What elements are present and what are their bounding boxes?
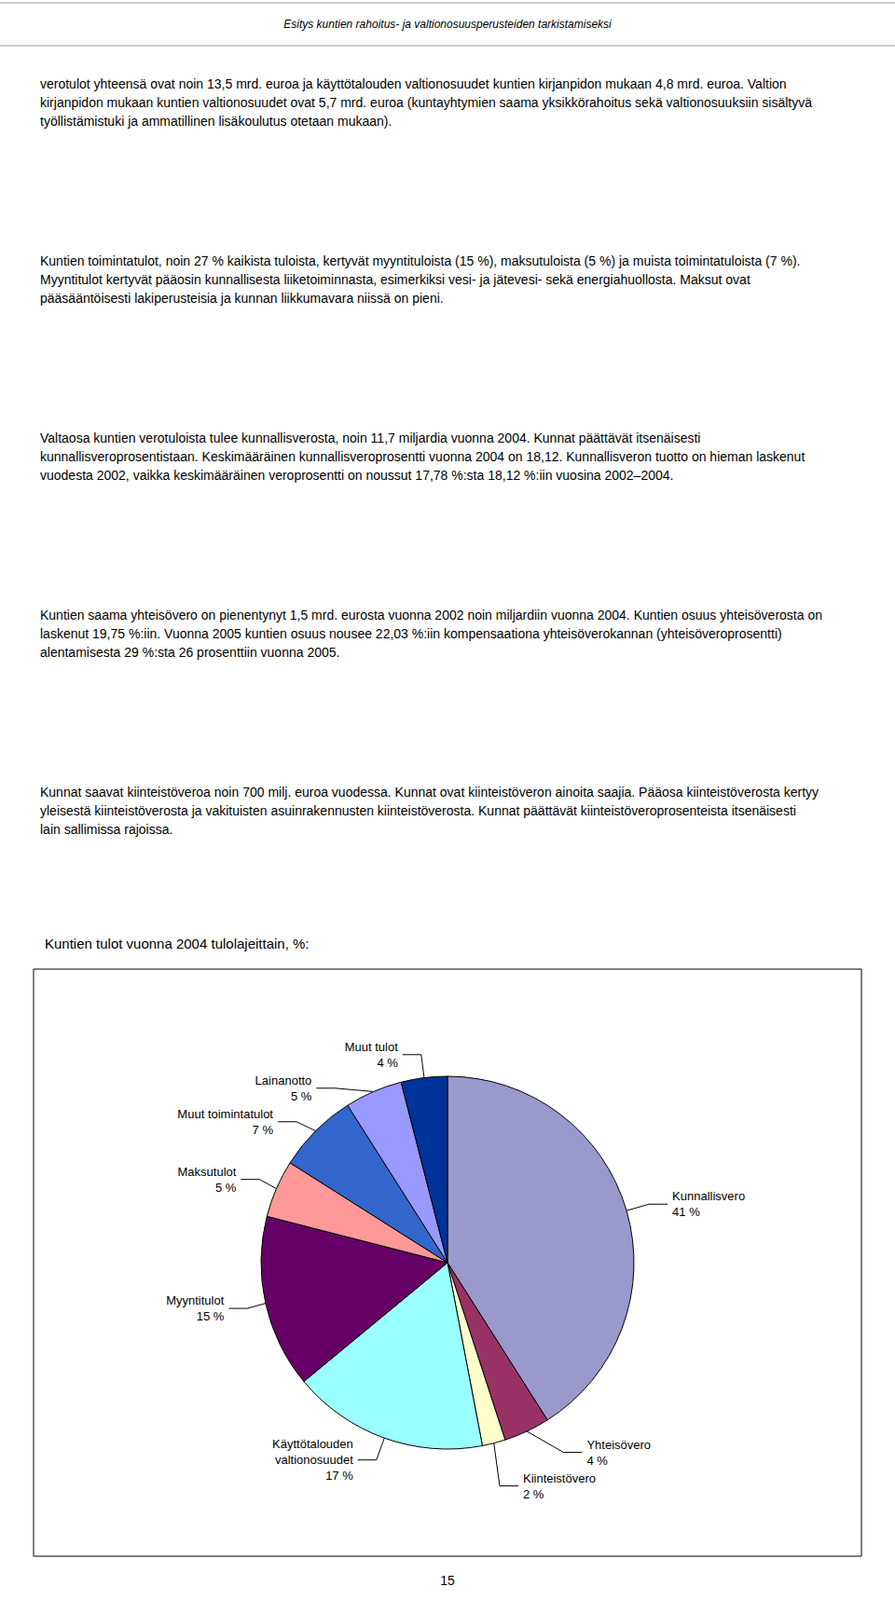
svg-text:4 %: 4 %	[586, 1454, 608, 1469]
svg-text:verotulot yhteensä ovat noin 1: verotulot yhteensä ovat noin 13,5 mrd. e…	[40, 76, 790, 92]
svg-text:kirjanpidon mukaan kuntien val: kirjanpidon mukaan kuntien valtionosuude…	[40, 95, 816, 111]
svg-text:lain sallimissa rajoissa.: lain sallimissa rajoissa.	[40, 822, 173, 838]
svg-text:kunnallisveroprosentistaan. Ke: kunnallisveroprosentistaan. Keskimääräin…	[40, 449, 809, 465]
svg-text:41 %: 41 %	[672, 1205, 701, 1220]
svg-text:7 %: 7 %	[252, 1123, 275, 1138]
svg-text:15 %: 15 %	[196, 1309, 225, 1324]
svg-text:vuodesta 2002, vaikka keskimää: vuodesta 2002, vaikka keskimääräinen ver…	[40, 468, 674, 483]
svg-text:Kuntien saama yhteisövero on p: Kuntien saama yhteisövero on pienentynyt…	[40, 607, 827, 623]
svg-text:Esitys kuntien rahoitus- ja va: Esitys kuntien rahoitus- ja valtionosuus…	[283, 17, 612, 31]
svg-text:5 %: 5 %	[290, 1089, 313, 1104]
svg-text:yleisestä kiinteistöverosta ja: yleisestä kiinteistöverosta ja vakituist…	[40, 803, 800, 819]
svg-text:Valtaosa kuntien verotuloista: Valtaosa kuntien verotuloista tulee kunn…	[40, 430, 704, 446]
svg-text:Maksutulot: Maksutulot	[178, 1165, 237, 1180]
svg-text:Muut tulot: Muut tulot	[344, 1040, 399, 1055]
svg-text:Yhteisövero: Yhteisövero	[586, 1438, 651, 1453]
svg-text:Kunnallisvero: Kunnallisvero	[672, 1189, 745, 1204]
svg-text:Kiinteistövero: Kiinteistövero	[523, 1472, 596, 1487]
svg-text:Kunnat saavat kiinteistöveroa: Kunnat saavat kiinteistöveroa noin 700 m…	[40, 784, 823, 800]
svg-text:työllistämistuki ja ammatillin: työllistämistuki ja ammatillinen lisäkou…	[40, 113, 392, 129]
svg-text:Kuntien tulot vuonna 2004 tulo: Kuntien tulot vuonna 2004 tulolajeittain…	[44, 936, 310, 952]
svg-text:15: 15	[440, 1573, 455, 1589]
svg-text:alentamisesta 29 %:sta 26 pros: alentamisesta 29 %:sta 26 prosenttiin vu…	[40, 645, 340, 661]
svg-text:Kuntien toimintatulot, noin 27: Kuntien toimintatulot, noin 27 % kaikist…	[40, 253, 804, 269]
svg-text:valtionosuudet: valtionosuudet	[275, 1453, 354, 1468]
svg-text:Myyntitulot: Myyntitulot	[165, 1294, 225, 1309]
svg-text:17 %: 17 %	[325, 1469, 354, 1484]
svg-text:Muut toimintatulot: Muut toimintatulot	[177, 1107, 274, 1122]
svg-text:pääsääntöisesti lakiperusteisi: pääsääntöisesti lakiperusteisia ja kunna…	[40, 290, 444, 306]
svg-text:Käyttötalouden: Käyttötalouden	[272, 1437, 354, 1452]
svg-text:2 %: 2 %	[523, 1487, 545, 1502]
svg-text:laskenut 19,75 %:iin. Vuonna 2: laskenut 19,75 %:iin. Vuonna 2005 kuntie…	[40, 626, 786, 642]
svg-text:Lainanotto: Lainanotto	[255, 1074, 313, 1088]
svg-text:5 %: 5 %	[215, 1181, 237, 1196]
svg-text:4 %: 4 %	[376, 1056, 399, 1071]
svg-text:Myyntitulot kertyvät pääosin k: Myyntitulot kertyvät pääosin kunnallises…	[40, 272, 755, 288]
